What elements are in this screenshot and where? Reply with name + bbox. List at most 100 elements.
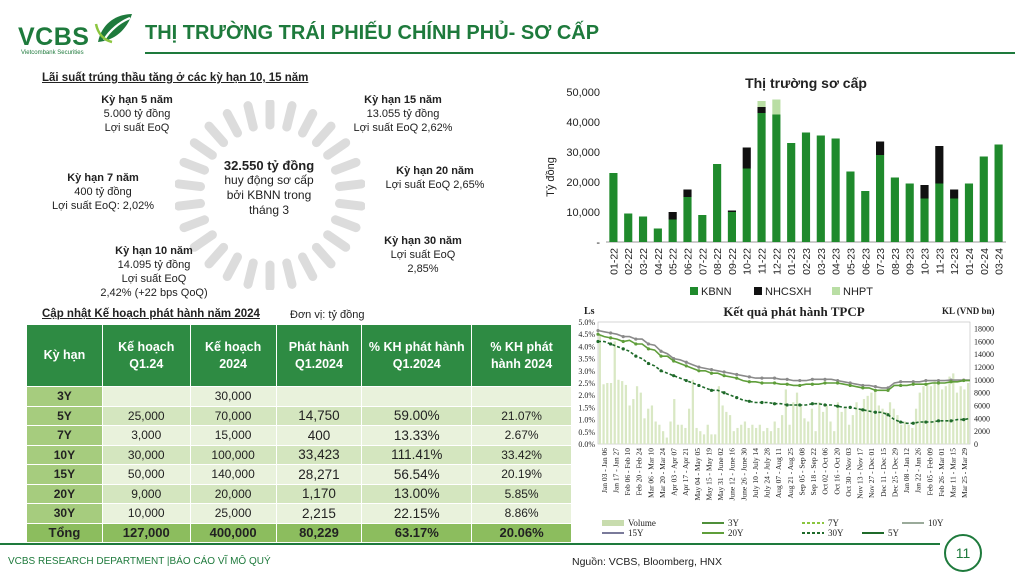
volume-bar [810,408,814,444]
ring-segment [323,230,351,252]
ring-segment [179,215,210,233]
center-line-3: tháng 3 [248,203,290,217]
volume-bar [937,383,940,444]
tenor-5y-line: 5.000 tỷ đồng [103,108,171,120]
column-header: Phát hành Q1.2024 [275,324,363,387]
legend-label: 5Y [888,528,900,538]
volume-bar [632,399,635,444]
volume-bar [754,427,758,444]
volume-bar [829,421,832,444]
line-5y-point [962,418,966,422]
line-5y-point [949,419,953,423]
volume-bar [740,424,743,444]
table-cell: 22.15% [361,503,473,524]
volume-bar [836,402,840,444]
x-tick-label: Dec 11 - Dec 15 [879,448,888,497]
total-cell: 80,229 [275,522,363,543]
volume-bar [743,421,747,444]
x-tick-label: Sep 05 - Sep 08 [797,448,806,496]
tenor-20y-head: Kỳ hạn 20 năm [396,165,474,177]
volume-bar [818,402,821,444]
line-5y-point [646,361,651,366]
x-tick-label: Mar 06 - Mar 10 [646,448,655,498]
ring-segment [243,101,258,132]
line-15y [597,329,970,389]
total-cell: 127,000 [101,522,191,543]
volume-bar [691,379,694,444]
volume-bar [747,427,750,444]
line-10y-point [810,382,814,386]
bar-kbnn [609,173,618,242]
line-10y-point [886,388,890,392]
line-5y-point [609,342,613,346]
line-5y [598,340,971,425]
line-15y-point [722,370,726,374]
volume-bar [814,431,817,444]
line-10y-point [735,376,739,380]
legend-swatch [690,287,698,295]
ring-segment [311,121,336,148]
volume-bar [706,424,709,444]
plan-unit: Đơn vị: tỷ đồng [290,309,365,321]
bar-nhpt [772,99,781,115]
line-15y-point [697,365,701,369]
volume-bar [624,384,628,444]
volume-bar [769,431,773,444]
ring-segment [175,198,206,211]
center-amount: 32.550 tỷ đồng [223,158,315,173]
x-tick-label: 06-23 [860,248,872,275]
legend-swatch [602,520,624,526]
volume-bar [609,383,613,444]
x-tick-label: May 04 - May 05 [693,448,702,501]
x-tick-label: May 15 - May 19 [704,448,713,501]
y-left-tick: 3.5% [578,355,595,364]
volume-bar [907,424,910,444]
volume-bar [762,431,765,444]
volume-bar [714,434,717,444]
bar-kbnn [801,132,811,242]
x-tick-label: Oct 16 - Oct 20 [832,448,841,495]
line-10y-point [949,380,953,384]
volume-bar [628,405,631,444]
legend-swatch [754,287,762,295]
volume-bar [963,389,966,444]
table-cell: 56.54% [361,464,473,485]
bar-kbnn [727,212,736,242]
line-10y-point [634,342,638,346]
plan-title: Cập nhật Kế hoạch phát hành năm 2024 [42,308,260,320]
left-axis-label: Ls [584,306,595,317]
line-5y-point [709,388,714,392]
volume-bar [688,408,691,444]
line-5y-point [785,403,789,407]
volume-bar [736,427,739,444]
x-tick-label: Mar 25 - Mar 29 [960,448,969,498]
tenor-cell: 20Y [26,483,103,504]
line-5y-point [899,420,903,424]
bar-kbnn [905,183,914,242]
table-row: 10Y 30,000 100,000 33,423 111.41% 33.42% [26,444,572,465]
y-left-tick: 4.5% [578,330,595,339]
table-cell: 33.42% [471,444,572,465]
y-right-tick: 0 [974,440,978,449]
total-row: Tổng 127,000 400,000 80,229 63.17% 20.06% [26,522,572,543]
x-tick-label: 05-23 [845,248,857,275]
line-5y-point [659,369,663,373]
y-left-tick: 2.5% [578,379,595,388]
bar-kbnn [683,197,692,242]
tenor-7y-head: Kỳ hạn 7 năm [67,172,139,184]
table-cell: 15,000 [189,425,277,446]
bar-nhpt [757,101,766,107]
volume-bar [635,386,639,444]
line-15y-point [760,376,764,380]
x-tick-label: 04-23 [831,248,843,275]
line-10y-point [672,359,676,363]
leaf-logo-icon [94,14,132,44]
y-tick-label: 10,000 [566,207,600,219]
table-cell: 3,000 [101,425,191,446]
y-right-tick: 8000 [974,389,990,398]
page-title: THỊ TRƯỜNG TRÁI PHIẾU CHÍNH PHỦ- SƠ CẤP [145,22,600,44]
volume-bar [654,421,657,444]
volume-bar [929,386,933,444]
y-right-tick: 4000 [974,414,990,423]
volume-bar [695,427,698,444]
